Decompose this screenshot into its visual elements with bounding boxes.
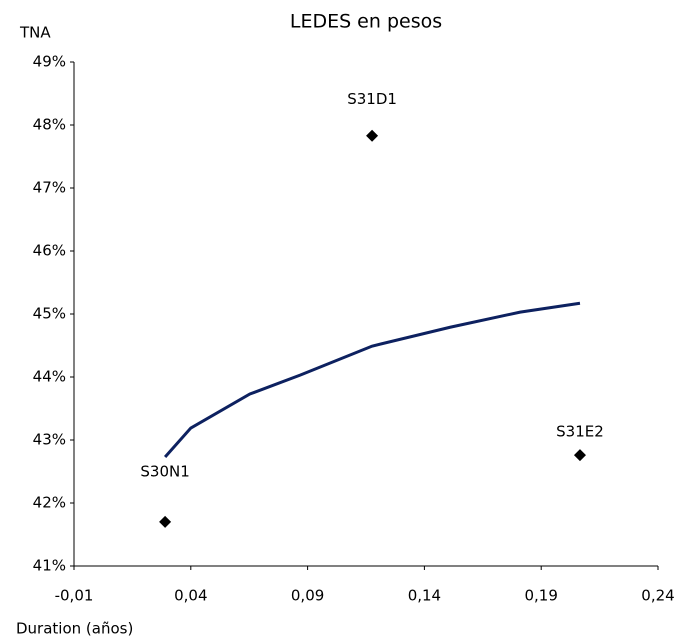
x-tick-label: -0,01 — [55, 587, 94, 605]
point-label: S31E2 — [556, 423, 604, 441]
x-tick-label: 0,24 — [641, 587, 674, 605]
x-tick-label: 0,04 — [174, 587, 207, 605]
y-tick-label: 44% — [33, 368, 66, 386]
y-tick-label: 43% — [33, 431, 66, 449]
y-tick-label: 46% — [33, 242, 66, 260]
point — [159, 515, 172, 528]
y-tick-label: 48% — [33, 116, 66, 134]
y-tick-label: 41% — [33, 557, 66, 575]
trend-line — [163, 301, 581, 459]
y-tick-label: 45% — [33, 305, 66, 323]
y-tick-label: 47% — [33, 179, 66, 197]
point — [366, 129, 379, 142]
chart-title: LEDES en pesos — [290, 11, 442, 33]
point — [573, 449, 586, 462]
point-label: S30N1 — [140, 462, 189, 480]
y-axis-label: TNA — [19, 24, 51, 42]
point-label: S31D1 — [347, 90, 397, 108]
y-tick-label: 42% — [33, 494, 66, 512]
x-tick-label: 0,09 — [291, 587, 324, 605]
y-tick-label: 49% — [33, 53, 66, 71]
x-axis-label: Duration (años) — [16, 620, 133, 638]
x-tick-label: 0,14 — [408, 587, 441, 605]
x-tick-label: 0,19 — [524, 587, 557, 605]
